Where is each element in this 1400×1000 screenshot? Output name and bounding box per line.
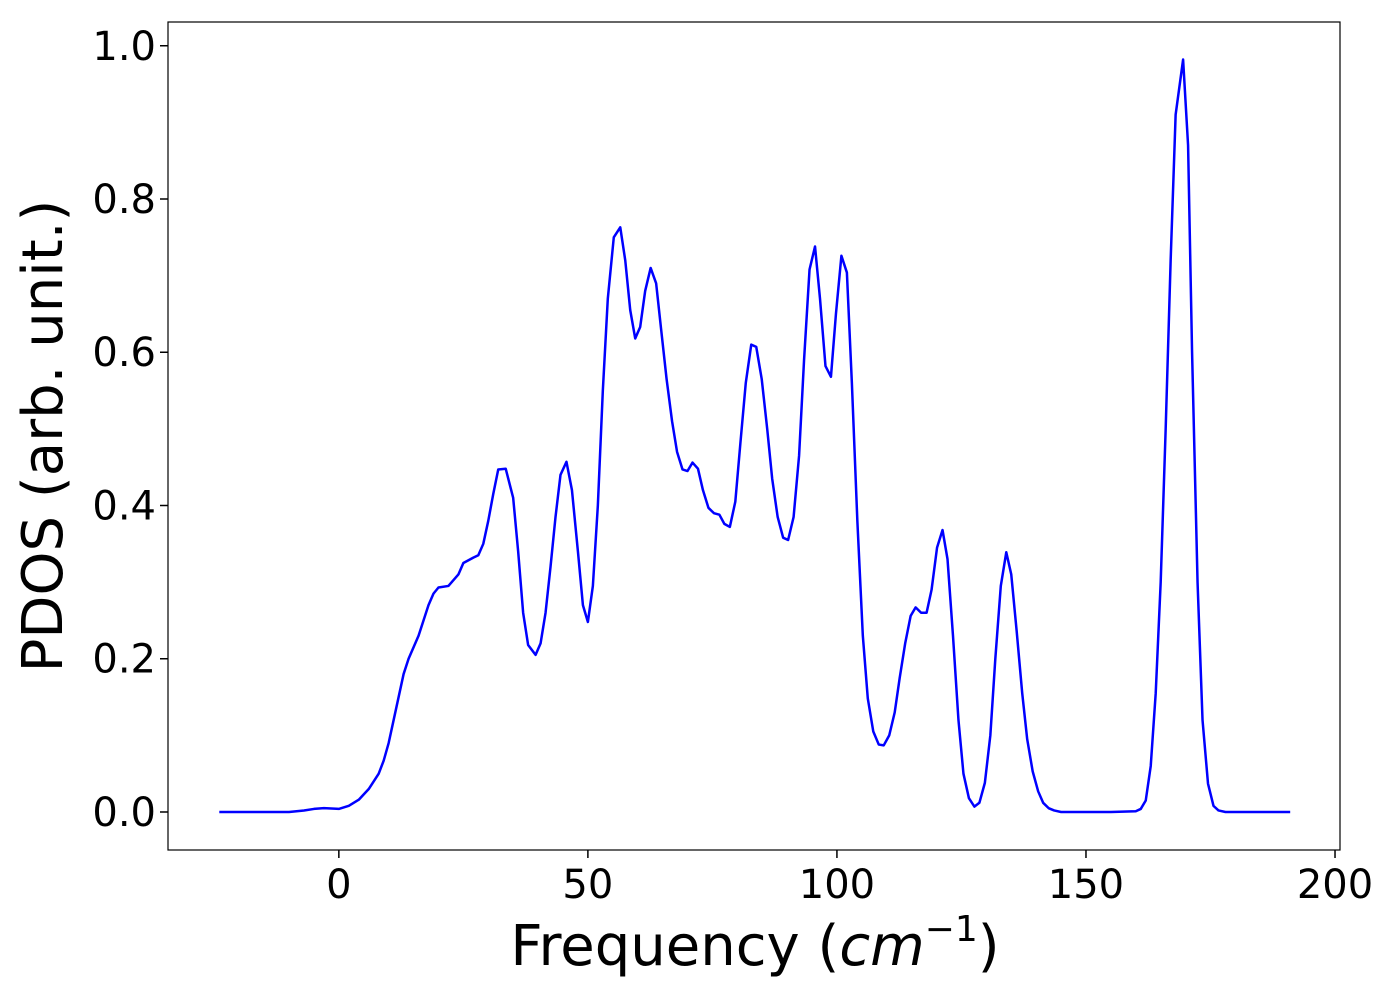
x-tick-label: 50 bbox=[562, 862, 613, 908]
x-tick-label: 200 bbox=[1297, 862, 1373, 908]
x-tick-label: 100 bbox=[799, 862, 875, 908]
x-label-text: Frequency ( bbox=[510, 914, 839, 979]
pdos-line bbox=[219, 58, 1291, 814]
y-tick-label: 1.0 bbox=[92, 24, 156, 70]
y-tick-label: 0.6 bbox=[92, 330, 156, 376]
x-tick-label: 0 bbox=[326, 862, 351, 908]
y-tick-label: 0.0 bbox=[92, 790, 156, 836]
y-tick-label: 0.8 bbox=[92, 177, 156, 223]
plot-frame bbox=[167, 21, 1341, 851]
y-axis-label: PDOS (arb. unit.) bbox=[11, 200, 76, 673]
x-label-exponent: −1 bbox=[925, 909, 978, 950]
x-label-text: ) bbox=[978, 914, 1000, 979]
y-tick-label: 0.2 bbox=[92, 637, 156, 683]
x-label-unit: cm bbox=[839, 914, 924, 979]
x-tick-label: 150 bbox=[1048, 862, 1124, 908]
x-axis-label: Frequency (cm−1) bbox=[510, 909, 999, 979]
y-tick-label: 0.4 bbox=[92, 483, 156, 529]
